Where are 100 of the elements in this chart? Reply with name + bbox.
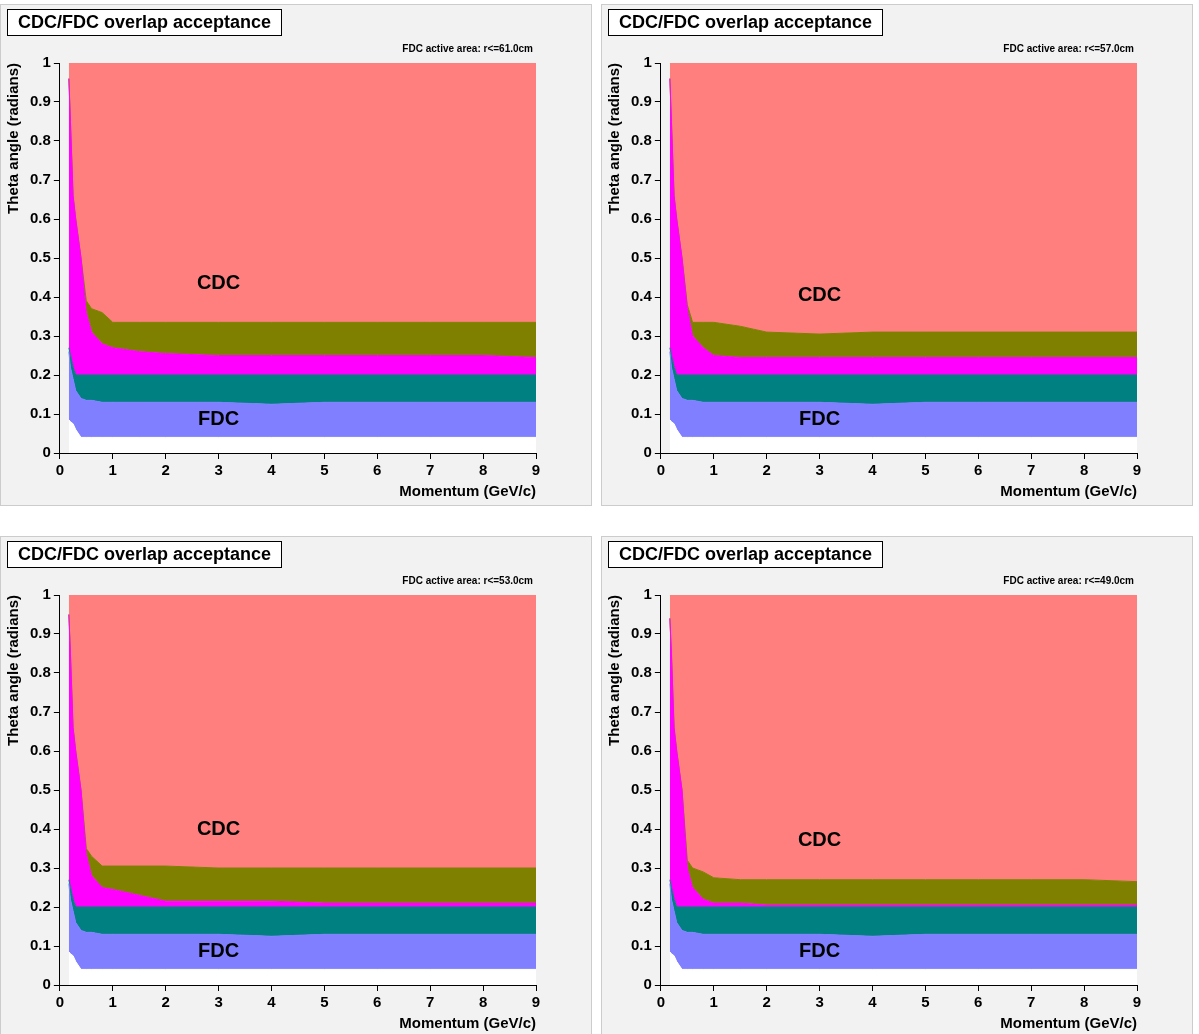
- y-tick-label: 0: [643, 975, 652, 993]
- x-tick-label: 7: [426, 993, 435, 1011]
- y-tick-label: 0.8: [29, 663, 51, 681]
- y-axis-title: Theta angle (radians): [605, 63, 623, 214]
- chart-subtitle: FDC active area: r<=53.0cm: [402, 575, 533, 586]
- y-tick-label: 0.2: [29, 897, 51, 915]
- y-tick-label: 0.9: [630, 624, 652, 642]
- x-tick-label: 6: [373, 461, 382, 479]
- y-tick-label: 0.4: [630, 287, 653, 305]
- x-tick-label: 8: [478, 461, 488, 479]
- y-tick-label: 0.1: [630, 936, 652, 954]
- y-tick-label: 0.4: [29, 287, 52, 305]
- series-label: FDC: [198, 407, 240, 430]
- chart-title: CDC/FDC overlap acceptance: [7, 541, 283, 568]
- x-tick-label: 8: [1079, 993, 1089, 1011]
- y-axis-title: Theta angle (radians): [4, 63, 22, 214]
- x-tick-label: 7: [426, 461, 435, 479]
- y-tick-label: 0.9: [29, 624, 51, 642]
- x-axis-title: Momentum (GeV/c): [399, 482, 536, 500]
- x-tick-label: 2: [762, 461, 771, 479]
- chart-title: CDC/FDC overlap acceptance: [608, 541, 884, 568]
- x-tick-label: 4: [267, 461, 277, 479]
- y-tick-label: 0.8: [630, 663, 652, 681]
- y-tick-label: 0.7: [29, 170, 51, 188]
- y-tick-label: 1: [42, 53, 51, 71]
- x-axis-title: Momentum (GeV/c): [1000, 482, 1137, 500]
- y-tick-label: 0: [643, 443, 652, 461]
- x-tick-label: 3: [214, 461, 223, 479]
- y-tick-label: 1: [42, 585, 51, 603]
- chart-title: CDC/FDC overlap acceptance: [608, 9, 884, 36]
- y-axis-title: Theta angle (radians): [4, 595, 22, 746]
- y-tick-label: 0.1: [29, 404, 51, 422]
- x-tick-label: 7: [1027, 993, 1036, 1011]
- x-tick-label: 5: [320, 993, 329, 1011]
- x-tick-label: 9: [531, 461, 541, 479]
- series-label: CDC: [797, 828, 842, 851]
- y-tick-label: 0.4: [29, 819, 52, 837]
- y-tick-label: 0.6: [29, 209, 51, 227]
- y-tick-label: 0.7: [630, 702, 652, 720]
- x-axis-title: Momentum (GeV/c): [399, 1014, 536, 1032]
- y-tick-label: 0.7: [29, 702, 51, 720]
- y-tick-label: 0.4: [630, 819, 653, 837]
- y-tick-label: 0.8: [29, 131, 51, 149]
- y-tick-label: 0.3: [29, 326, 51, 344]
- x-tick-label: 2: [762, 993, 771, 1011]
- x-tick-label: 0: [656, 461, 666, 479]
- x-tick-label: 9: [531, 993, 541, 1011]
- x-tick-label: 6: [373, 993, 382, 1011]
- x-tick-label: 5: [320, 461, 329, 479]
- y-tick-label: 0.8: [630, 131, 652, 149]
- y-tick-label: 0.7: [630, 170, 652, 188]
- x-tick-label: 9: [1132, 993, 1142, 1011]
- x-tick-label: 4: [267, 993, 277, 1011]
- y-tick-label: 0.6: [29, 741, 51, 759]
- y-tick-label: 0.6: [630, 741, 652, 759]
- x-tick-label: 1: [108, 993, 117, 1011]
- x-tick-label: 8: [1079, 461, 1089, 479]
- y-tick-label: 1: [643, 53, 652, 71]
- y-tick-label: 0.1: [630, 404, 652, 422]
- y-tick-label: 0.5: [630, 780, 652, 798]
- y-tick-label: 0.2: [630, 897, 652, 915]
- chart-subtitle: FDC active area: r<=49.0cm: [1003, 575, 1134, 586]
- chart-subtitle: FDC active area: r<=57.0cm: [1003, 43, 1134, 54]
- x-tick-label: 9: [1132, 461, 1142, 479]
- chart-title: CDC/FDC overlap acceptance: [7, 9, 283, 36]
- x-tick-label: 0: [656, 993, 666, 1011]
- y-tick-label: 0: [42, 443, 51, 461]
- chart-subtitle: FDC active area: r<=61.0cm: [402, 43, 533, 54]
- x-tick-label: 1: [709, 993, 718, 1011]
- y-tick-label: 0.5: [29, 780, 51, 798]
- y-tick-label: 1: [643, 585, 652, 603]
- y-tick-label: 0.3: [630, 858, 652, 876]
- x-tick-label: 1: [108, 461, 117, 479]
- x-axis-title: Momentum (GeV/c): [1000, 1014, 1137, 1032]
- x-tick-label: 2: [161, 461, 170, 479]
- y-tick-label: 0.9: [630, 92, 652, 110]
- x-tick-label: 3: [815, 461, 824, 479]
- series-label: FDC: [198, 939, 240, 962]
- y-tick-label: 0.2: [29, 365, 51, 383]
- y-tick-label: 0.5: [29, 248, 51, 266]
- series-label: CDC: [196, 270, 241, 293]
- x-tick-label: 8: [478, 993, 488, 1011]
- y-tick-label: 0.5: [630, 248, 652, 266]
- y-axis-title: Theta angle (radians): [605, 595, 623, 746]
- x-tick-label: 1: [709, 461, 718, 479]
- series-label: CDC: [797, 282, 842, 305]
- x-tick-label: 3: [815, 993, 824, 1011]
- y-tick-label: 0: [42, 975, 51, 993]
- x-tick-label: 4: [868, 993, 878, 1011]
- x-tick-label: 6: [974, 993, 983, 1011]
- series-label: CDC: [196, 816, 241, 839]
- series-label: FDC: [799, 407, 841, 430]
- series-label: FDC: [799, 939, 841, 962]
- y-tick-label: 0.9: [29, 92, 51, 110]
- y-tick-label: 0.2: [630, 365, 652, 383]
- x-tick-label: 5: [921, 461, 930, 479]
- x-tick-label: 4: [868, 461, 878, 479]
- x-tick-label: 6: [974, 461, 983, 479]
- y-tick-label: 0.1: [29, 936, 51, 954]
- x-tick-label: 5: [921, 993, 930, 1011]
